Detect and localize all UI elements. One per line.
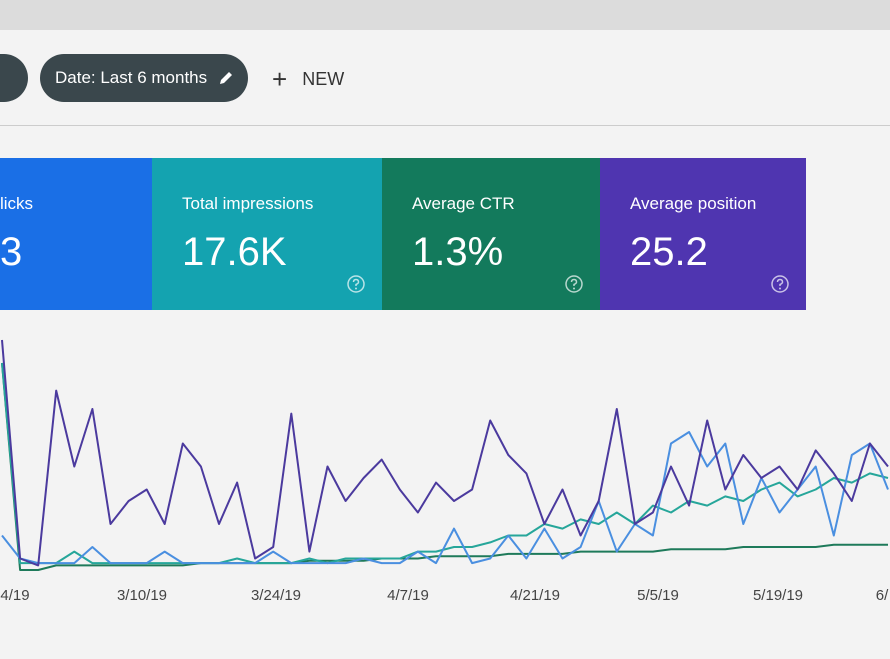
x-tick-label: 4/21/19 [510, 587, 560, 604]
date-filter-chip[interactable]: Date: Last 6 months [40, 54, 248, 102]
help-icon[interactable] [564, 274, 584, 294]
x-tick-label: 5/19/19 [753, 587, 803, 604]
metric-card[interactable]: Average position 25.2 [600, 158, 806, 310]
edit-chip[interactable] [0, 54, 28, 102]
help-icon[interactable] [346, 274, 366, 294]
help-icon[interactable] [770, 274, 790, 294]
plus-icon: + [272, 64, 288, 94]
divider [0, 125, 890, 126]
new-button[interactable]: + NEW [272, 64, 344, 95]
metric-label: Average CTR [412, 194, 515, 213]
metric-value: 1.3% [412, 230, 504, 274]
series-line [1, 339, 889, 567]
metric-value: 25.2 [630, 230, 708, 274]
metric-card[interactable]: Total impressions 17.6K [152, 158, 382, 310]
metric-value: 17.6K [182, 230, 287, 274]
x-tick-label: 4/7/19 [387, 587, 429, 604]
metric-card[interactable]: Average CTR 1.3% [382, 158, 600, 310]
metric-value: 3 [0, 230, 23, 274]
new-label: NEW [302, 69, 345, 89]
series-line [1, 362, 888, 571]
metric-label: Total impressions [182, 194, 314, 213]
x-tick-label: 3/24/19 [251, 587, 301, 604]
chart: 4/19 3/10/19 3/24/19 4/7/19 4/21/19 5/5/19 5/1… [0, 339, 889, 604]
pencil-icon [220, 72, 232, 84]
metric-card[interactable]: licks 3 [0, 158, 152, 310]
series-line [1, 362, 889, 565]
x-tick-label: 6/ [876, 587, 889, 604]
metric-label: licks [0, 194, 34, 213]
x-tick-label: 3/10/19 [117, 587, 167, 604]
filter-text: Date: Last 6 months [55, 68, 208, 87]
x-tick-label: 4/19 [0, 587, 29, 604]
x-tick-label: 5/5/19 [637, 587, 679, 604]
series-line [1, 431, 889, 565]
top-bar [0, 0, 890, 30]
metric-label: Average position [630, 194, 757, 213]
